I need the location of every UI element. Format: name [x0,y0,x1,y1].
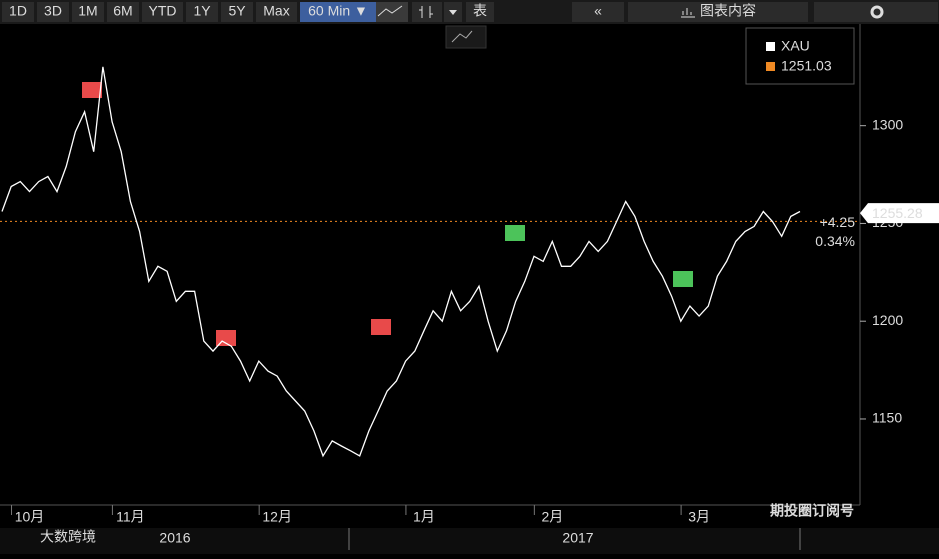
watermark: 大数跨境 [40,529,96,545]
change-pct-label: 0.34% [815,233,855,249]
event-flag[interactable] [505,225,525,241]
year-label: 2016 [159,530,190,546]
settings-button[interactable] [814,2,938,22]
ohlc-icon [419,6,433,18]
range-button[interactable] [186,2,218,22]
settings-icon [870,5,884,19]
legend [745,27,855,85]
interval-button[interactable] [300,2,376,22]
bar-type-button[interactable] [412,2,442,22]
y-tick-label: 1150 [872,410,902,426]
interval-label: 60 Min ▼ [308,3,368,19]
x-tick-label: 2月 [541,509,563,525]
last-value-label: 1255.28 [872,205,923,221]
range-label: 5Y [228,3,246,19]
range-button[interactable] [2,2,34,22]
range-label: Max [263,3,289,19]
last-value-tag [860,203,939,224]
chart-content-button[interactable] [628,2,808,22]
year-band [0,528,939,554]
chart-content-icon [681,8,695,18]
range-button[interactable] [142,2,183,22]
event-flag[interactable] [82,82,102,98]
event-flags [82,82,693,346]
range-button[interactable] [256,2,297,22]
legend-swatch [766,42,775,51]
y-tick-label: 1300 [872,116,903,132]
watermark: 期投圈订阅号 [770,503,854,519]
table-label: 表 [473,3,487,19]
y-tick-label: 1200 [872,312,903,328]
legend-value: 1251.03 [781,58,832,74]
range-button[interactable] [221,2,253,22]
study-icon [451,30,473,43]
range-label: YTD [149,3,177,19]
study-button[interactable] [445,25,487,49]
range-label: 1M [78,3,97,19]
chart-content-label: 图表内容 [700,3,756,19]
collapse-icon: « [594,3,602,19]
legend-label: XAU [781,38,810,54]
x-tick-label: 12月 [262,509,292,525]
x-tick-label: 3月 [688,509,710,525]
x-tick-label: 11月 [116,509,145,525]
event-flag[interactable] [371,319,391,335]
legend-swatch [766,62,775,71]
range-label: 6M [113,3,132,19]
price-line [1,66,801,458]
x-tick-label: 10月 [15,509,45,525]
x-tick-label: 1月 [413,509,435,525]
year-label: 2017 [562,530,593,546]
range-label: 3D [44,3,62,19]
change-label: +4.25 [820,214,856,230]
line-icon [377,5,403,17]
range-label: 1Y [193,3,211,19]
range-button[interactable] [107,2,139,22]
range-button[interactable] [72,2,104,22]
table-button[interactable] [466,2,494,22]
range-button[interactable] [37,2,69,22]
dropdown-icon [449,10,457,15]
range-label: 1D [9,3,27,19]
event-flag[interactable] [673,271,693,287]
collapse-button[interactable] [572,2,624,22]
